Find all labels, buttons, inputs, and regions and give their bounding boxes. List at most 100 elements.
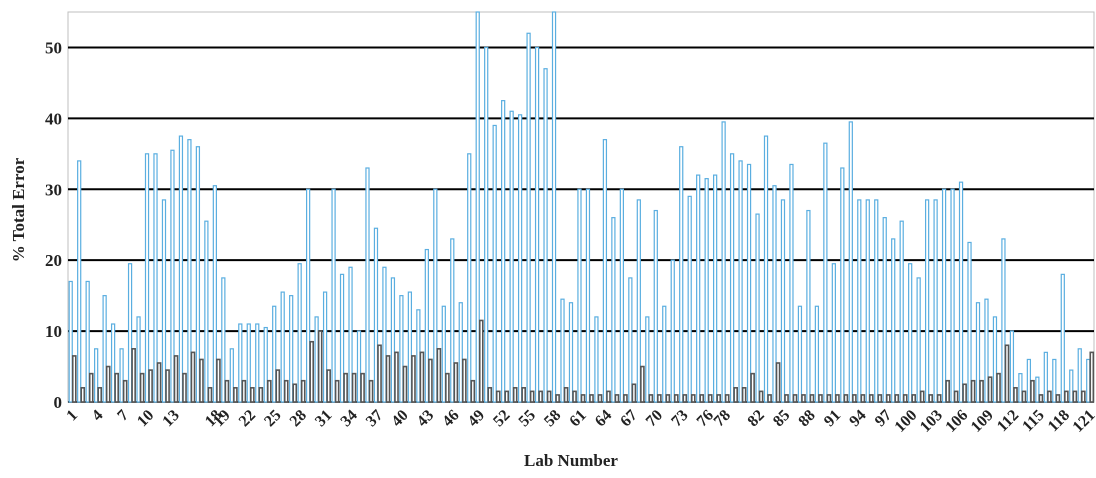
- bar-series-1: [110, 323, 116, 403]
- bar-series-1: [450, 238, 455, 403]
- bar-series-2: [648, 394, 654, 403]
- x-tick-label: 91: [821, 407, 844, 430]
- bar-series-2: [970, 379, 976, 403]
- bar-series-1: [950, 188, 955, 403]
- bars-series-1: [68, 11, 1091, 403]
- bar-series-1: [322, 291, 328, 403]
- bar-series-2: [368, 379, 374, 403]
- bar-series-2: [792, 394, 798, 403]
- bar-series-2: [309, 340, 315, 403]
- x-tick-label: 70: [643, 407, 666, 430]
- bar-series-1: [713, 174, 718, 403]
- bar-series-1: [365, 167, 370, 403]
- bar-series-1: [721, 121, 726, 403]
- y-tick-label: 30: [45, 180, 62, 199]
- x-tick-label: 37: [363, 407, 386, 430]
- bar-series-1: [585, 188, 591, 403]
- x-tick-label: 64: [592, 407, 615, 430]
- bar-series-2: [843, 394, 849, 403]
- x-tick-label: 25: [261, 407, 284, 430]
- bar-series-2: [640, 365, 645, 403]
- bar-series-1: [789, 163, 794, 403]
- bar-series-1: [382, 266, 387, 403]
- x-tick-label: 85: [770, 407, 793, 430]
- bar-series-1: [195, 146, 201, 403]
- bar-series-1: [1043, 351, 1048, 403]
- bar-series-2: [275, 369, 281, 403]
- bar-series-2: [673, 394, 679, 403]
- bar-series-1: [840, 167, 845, 403]
- bar-series-2: [241, 379, 247, 403]
- bar-series-1: [263, 326, 268, 403]
- bar-series-2: [580, 394, 586, 403]
- bar-series-2: [733, 387, 738, 403]
- bar-series-2: [250, 387, 255, 403]
- bar-series-1: [1069, 369, 1074, 403]
- bar-series-2: [114, 372, 119, 403]
- bar-series-1: [797, 305, 803, 403]
- bar-series-1: [1001, 238, 1006, 403]
- bar-series-1: [373, 227, 379, 403]
- bar-series-1: [441, 305, 446, 403]
- bar-series-2: [385, 355, 391, 403]
- bar-series-1: [94, 348, 99, 403]
- bar-series-2: [71, 355, 77, 403]
- bar-series-1: [178, 135, 184, 403]
- bar-series-1: [645, 316, 650, 403]
- bar-series-1: [848, 121, 853, 403]
- bar-series-2: [233, 387, 238, 403]
- bar-series-2: [334, 379, 340, 403]
- bar-series-2: [360, 372, 365, 403]
- bar-series-1: [738, 160, 743, 403]
- bar-series-1: [899, 220, 904, 403]
- bar-series-1: [823, 142, 828, 403]
- bar-series-2: [258, 387, 264, 403]
- x-tick-label: 100: [892, 407, 921, 436]
- bar-series-1: [297, 263, 302, 403]
- bar-series-1: [755, 213, 760, 403]
- bar-series-1: [407, 291, 413, 403]
- x-tick-label: 34: [338, 407, 361, 430]
- bar-series-2: [826, 394, 832, 403]
- bar-series-1: [975, 302, 981, 403]
- bar-series-2: [936, 394, 942, 403]
- bar-series-2: [1089, 351, 1095, 403]
- y-tick-label: 10: [45, 322, 62, 341]
- bar-series-2: [902, 394, 908, 403]
- bar-series-2: [597, 394, 603, 403]
- bar-series-2: [139, 372, 145, 403]
- bar-series-1: [509, 110, 514, 403]
- bar-series-1: [874, 199, 879, 403]
- bar-series-2: [224, 379, 230, 403]
- x-tick-label: 73: [668, 407, 691, 430]
- bar-series-1: [77, 160, 82, 403]
- bar-series-1: [679, 146, 684, 403]
- bar-series-2: [1004, 344, 1010, 403]
- bar-series-2: [1072, 390, 1078, 403]
- bar-series-1: [204, 220, 209, 403]
- bar-series-2: [758, 390, 764, 403]
- x-tick-label: 112: [994, 407, 1022, 435]
- bar-series-2: [97, 387, 103, 403]
- bar-series-1: [551, 11, 557, 403]
- bar-series-1: [865, 199, 870, 403]
- bar-series-1: [127, 263, 133, 403]
- bar-series-2: [563, 387, 569, 403]
- bar-series-2: [868, 394, 874, 403]
- bar-series-2: [911, 394, 917, 403]
- bar-series-2: [741, 387, 747, 403]
- bar-series-1: [102, 295, 107, 403]
- bar-series-2: [631, 383, 637, 403]
- bar-series-2: [767, 394, 772, 403]
- x-tick-label: 7: [114, 407, 132, 425]
- bar-series-1: [933, 199, 938, 403]
- bar-series-1: [560, 298, 565, 403]
- bar-series-1: [221, 277, 226, 403]
- bar-series-2: [657, 394, 662, 403]
- bar-series-2: [445, 372, 450, 403]
- bar-series-2: [885, 394, 891, 403]
- bar-series-2: [775, 362, 781, 403]
- bar-series-1: [170, 149, 175, 403]
- bar-series-2: [521, 387, 527, 403]
- bar-series-1: [1077, 348, 1082, 403]
